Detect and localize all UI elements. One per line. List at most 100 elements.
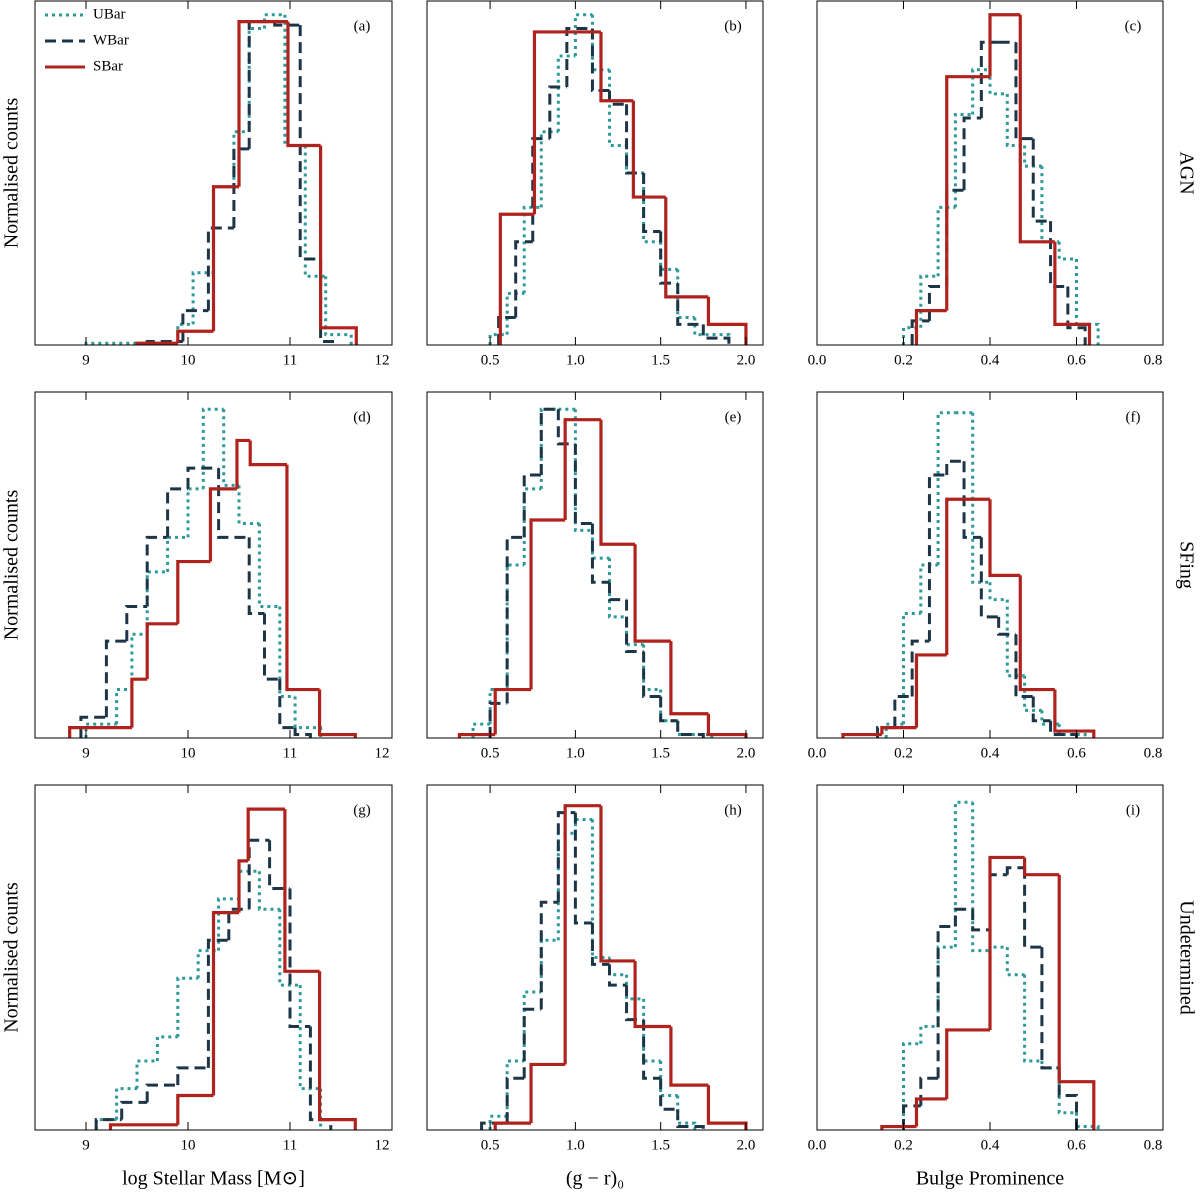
histogram-step	[642, 1019, 661, 1080]
histogram-step	[247, 20, 275, 149]
x-tick-label: 0.5	[481, 745, 500, 761]
histogram-step	[979, 40, 999, 118]
histogram-step	[556, 831, 576, 941]
histogram-step	[176, 559, 211, 624]
histogram-step	[625, 104, 644, 175]
histogram-step	[1075, 1112, 1100, 1130]
histogram-step	[953, 113, 973, 208]
x-tick-label: 0.0	[808, 745, 827, 761]
histogram-step	[988, 69, 1008, 96]
x-tick-label: 9	[82, 352, 90, 368]
panel-label: (i)	[1126, 802, 1140, 818]
histogram-step	[633, 960, 671, 1029]
histogram-step	[206, 938, 229, 1068]
x-tick-label: 0.8	[1144, 352, 1163, 368]
x-tick-label: 0.6	[1067, 352, 1086, 368]
histogram-step	[247, 537, 265, 615]
histogram-step	[659, 696, 678, 723]
histogram-step	[539, 938, 559, 992]
y-axis-label: Normalised counts	[1, 98, 23, 249]
series	[84, 13, 353, 345]
histogram-step	[176, 1066, 209, 1086]
histogram-step	[936, 205, 956, 277]
histogram-step	[945, 1028, 990, 1099]
y-axis-label: Normalised counts	[1, 490, 23, 641]
x-tick-label: 1.0	[566, 1137, 585, 1153]
histogram-step	[573, 13, 593, 57]
x-tick-label: 2.0	[737, 1137, 756, 1153]
histogram-step	[701, 324, 731, 345]
histogram-step	[1049, 221, 1068, 289]
series	[876, 459, 1078, 738]
histogram-step	[676, 720, 714, 738]
histogram-step	[659, 1061, 678, 1097]
histogram-step	[1053, 689, 1096, 738]
histogram-step	[988, 945, 1008, 951]
histogram-step	[676, 720, 705, 738]
histogram-step	[1040, 1061, 1060, 1070]
x-axis-label: log Stellar Mass [M⊙]	[122, 1168, 305, 1190]
panel: 9 10 11 12 (g) Normalised counts Undetermined l…	[1, 784, 1197, 1190]
histogram-step	[529, 518, 566, 690]
histogram-step	[607, 558, 627, 619]
axes-frame	[34, 391, 393, 739]
x-tick-label: 10	[181, 745, 196, 761]
x-tick-label: 0.0	[808, 352, 827, 368]
histogram-step	[235, 438, 251, 489]
x-tick-label: 9	[82, 1137, 90, 1153]
histogram-step	[902, 1042, 921, 1130]
x-tick-label: 2.0	[737, 352, 756, 368]
histogram-step	[962, 116, 982, 191]
histogram-step	[607, 964, 627, 987]
histogram-step	[278, 679, 296, 730]
histogram-step	[217, 468, 250, 539]
histogram-step	[532, 30, 601, 215]
histogram-step	[659, 241, 678, 271]
x-tick-label: 0.5	[481, 352, 500, 368]
histogram-step	[1023, 867, 1042, 949]
series	[488, 818, 697, 1130]
x-tick-label: 0.8	[1144, 1137, 1163, 1153]
histogram-step	[936, 411, 956, 565]
histogram-step	[145, 535, 168, 607]
histogram-step	[493, 687, 532, 735]
histogram-step	[625, 145, 644, 175]
panel-label: (f)	[1126, 409, 1141, 425]
histogram-step	[186, 466, 219, 489]
histogram-step	[293, 727, 312, 738]
x-tick-label: 0.6	[1067, 745, 1086, 761]
histogram-step	[676, 283, 704, 326]
legend-label: WBar	[93, 32, 129, 48]
histogram-step	[505, 1076, 525, 1124]
x-tick-label: 1.0	[566, 352, 585, 368]
histogram-step	[166, 487, 188, 538]
histogram-step	[283, 14, 306, 147]
histogram-step	[232, 130, 250, 187]
x-tick-label: 11	[283, 745, 297, 761]
histogram-step	[945, 459, 965, 476]
legend-label: SBar	[93, 58, 123, 74]
series	[108, 807, 357, 1130]
histogram-step	[910, 639, 930, 697]
histogram-step	[919, 563, 939, 614]
histogram-step	[522, 990, 542, 1061]
histogram-step	[1014, 634, 1034, 698]
histogram-step	[563, 804, 601, 1065]
histogram-step	[208, 487, 237, 562]
histogram-step	[893, 694, 913, 728]
histogram-step	[642, 651, 661, 698]
histogram-step	[176, 322, 194, 344]
x-tick-label: 0.5	[481, 1137, 500, 1153]
histogram-step	[120, 1100, 148, 1120]
histogram-step	[1014, 42, 1034, 141]
histogram-step	[135, 1059, 158, 1089]
histogram-step	[211, 911, 239, 1096]
panel-label: (d)	[353, 409, 371, 425]
histogram-step	[1023, 974, 1042, 1063]
histogram-step	[211, 185, 239, 332]
histogram-step	[1057, 874, 1096, 1130]
legend-label: UBar	[93, 6, 126, 22]
series	[68, 438, 357, 738]
panel-label: (c)	[1125, 18, 1142, 34]
x-tick-label: 1.5	[651, 745, 670, 761]
